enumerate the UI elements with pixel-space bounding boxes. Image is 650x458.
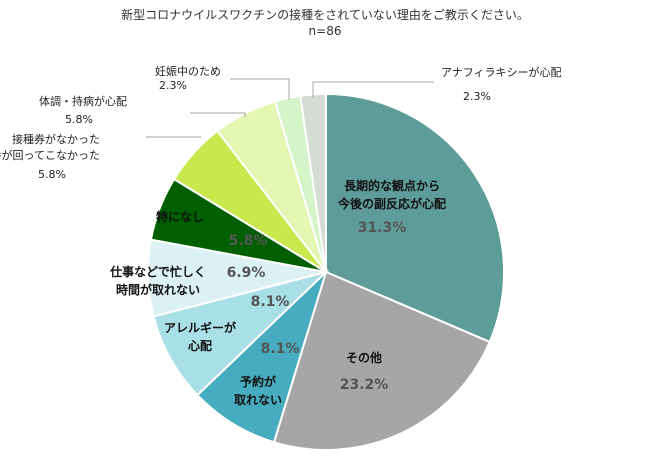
chart-subtitle: n=86 <box>308 24 342 38</box>
pie-slice-chouki <box>325 92 505 344</box>
slice-value-ninshin: 2.3% <box>159 79 187 92</box>
slice-label-ninshin-line-0: 妊娠中のため <box>155 64 221 78</box>
slice-label-allergy-line-1: 心配 <box>188 338 212 353</box>
slice-label-shigoto-line-1: 時間が取れない <box>116 282 200 297</box>
slice-label-taichou-line-0: 体調・持病が心配 <box>39 94 127 108</box>
pie-slices <box>147 92 505 451</box>
slice-label-shigoto-line-0: 仕事などで忙しく <box>109 264 206 279</box>
slice-value-chouki: 31.3% <box>358 220 407 236</box>
slice-value-tokuni: 5.8% <box>229 233 268 249</box>
leader-line-taichou <box>190 112 246 117</box>
slice-value-anaphy: 2.3% <box>463 90 491 103</box>
pie-slice-yoyaku <box>195 268 329 444</box>
chart-title: 新型コロナウイルスワクチンの接種をされていない理由をご教示ください。 <box>121 8 529 22</box>
slice-value-junban: 5.8% <box>38 168 66 181</box>
slice-label-allergy-line-0: アレルギーが <box>164 320 236 335</box>
slice-label-anaphy-line-0: アナフィラキシーが心配 <box>441 65 562 79</box>
slice-value-sonota: 23.2% <box>340 377 389 393</box>
pie-slice-sonota <box>272 270 492 451</box>
slice-label-yoyaku-line-0: 予約が <box>240 374 276 389</box>
slice-value-shigoto: 6.9% <box>227 265 266 281</box>
slice-label-chouki-line-1: 今後の副反応が心配 <box>337 196 446 211</box>
slice-value-taichou: 5.8% <box>65 113 93 126</box>
slice-label-sonota-line-0: その他 <box>346 350 382 365</box>
slice-label-yoyaku-line-1: 取れない <box>234 393 282 407</box>
slice-label-junban-line-0: 接種券がなかった <box>12 132 100 146</box>
chart-header: 新型コロナウイルスワクチンの接種をされていない理由をご教示ください。 n=86 <box>0 7 650 39</box>
slice-value-allergy: 8.1% <box>251 294 290 310</box>
slice-label-chouki-line-0: 長期的な観点から <box>344 178 440 193</box>
pie-slice-allergy <box>152 270 330 397</box>
leader-line-ninshin <box>230 78 290 100</box>
leader-line-anaphy <box>312 81 434 98</box>
slice-label-tokuni-line-0: 特になし <box>156 209 204 224</box>
slice-label-junban-line-1: 順番が回ってこなかった <box>0 148 100 162</box>
slice-value-yoyaku: 8.1% <box>261 341 300 357</box>
